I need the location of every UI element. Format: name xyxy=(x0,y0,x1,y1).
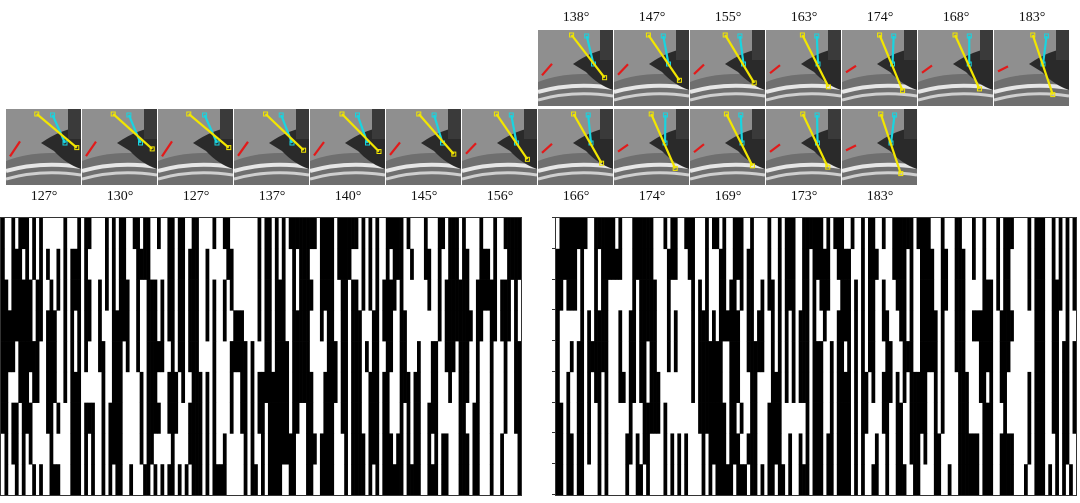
top-thumbnail-4 xyxy=(766,30,841,106)
bottom-thumbnail-3 xyxy=(158,109,233,185)
top-thumbnail-6 xyxy=(918,30,993,106)
top-thumbnail-1 xyxy=(538,30,613,106)
bottom-angle-label-3: 127° xyxy=(182,189,210,204)
bottom-angle-label-12: 183° xyxy=(866,189,894,204)
bottom-thumbnail-6 xyxy=(386,109,461,185)
bottom-thumbnail-7 xyxy=(462,109,537,185)
bottom-angle-label-8: 166° xyxy=(562,189,590,204)
bottom-thumbnail-2 xyxy=(82,109,157,185)
barcode-matrix-right-tick xyxy=(552,247,555,249)
bottom-angle-label-5: 140° xyxy=(334,189,362,204)
bottom-angle-label-6: 145° xyxy=(410,189,438,204)
top-angle-label-2: 147° xyxy=(638,10,666,25)
top-thumbnail-5 xyxy=(842,30,917,106)
bottom-angle-label-2: 130° xyxy=(106,189,134,204)
bottom-thumbnail-1 xyxy=(6,109,81,185)
barcode-matrix-right-tick xyxy=(552,278,555,280)
barcode-matrix-right-tick xyxy=(552,309,555,311)
bottom-thumbnail-12 xyxy=(842,109,917,185)
bottom-thumbnail-9 xyxy=(614,109,689,185)
top-angle-label-1: 138° xyxy=(562,10,590,25)
barcode-matrix-right-tick xyxy=(552,340,555,342)
top-angle-label-6: 168° xyxy=(942,10,970,25)
bottom-angle-label-11: 173° xyxy=(790,189,818,204)
barcode-matrix-right-tick xyxy=(552,401,555,403)
top-thumbnail-7 xyxy=(994,30,1069,106)
barcode-matrix-right-tick xyxy=(552,370,555,372)
top-angle-label-4: 163° xyxy=(790,10,818,25)
bottom-thumbnail-8 xyxy=(538,109,613,185)
top-angle-label-7: 183° xyxy=(1018,10,1046,25)
bottom-thumbnail-10 xyxy=(690,109,765,185)
barcode-matrix-right-tick xyxy=(552,217,555,218)
bottom-angle-label-9: 174° xyxy=(638,189,666,204)
barcode-matrix-right-tick xyxy=(552,432,555,434)
bottom-angle-label-10: 169° xyxy=(714,189,742,204)
bottom-thumbnail-5 xyxy=(310,109,385,185)
bottom-angle-label-1: 127° xyxy=(30,189,58,204)
top-angle-label-3: 155° xyxy=(714,10,742,25)
top-thumbnail-2 xyxy=(614,30,689,106)
bottom-angle-label-4: 137° xyxy=(258,189,286,204)
barcode-matrix-right xyxy=(555,217,1077,496)
barcode-matrix-left xyxy=(0,217,522,496)
top-thumbnail-3 xyxy=(690,30,765,106)
bottom-thumbnail-11 xyxy=(766,109,841,185)
barcode-matrix-right-tick xyxy=(552,463,555,465)
barcode-matrix-right-tick xyxy=(552,494,555,495)
bottom-angle-label-7: 156° xyxy=(486,189,514,204)
top-angle-label-5: 174° xyxy=(866,10,894,25)
bottom-thumbnail-4 xyxy=(234,109,309,185)
